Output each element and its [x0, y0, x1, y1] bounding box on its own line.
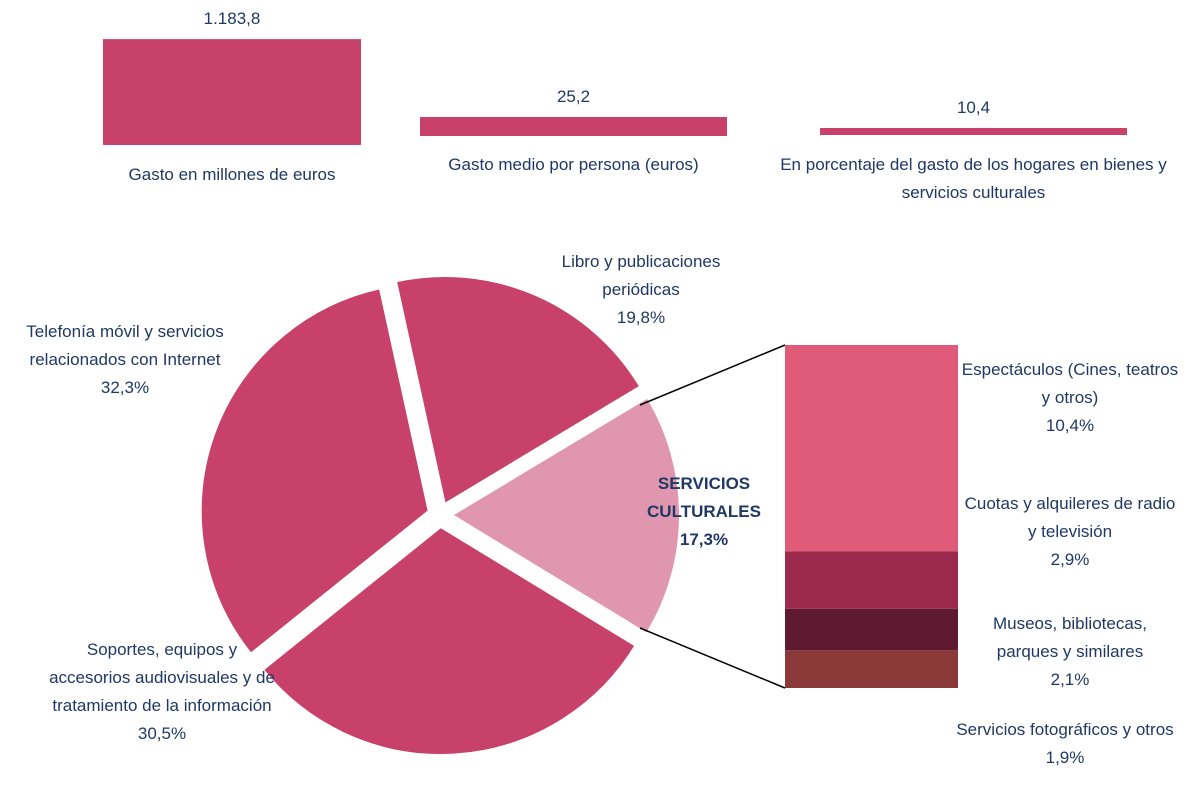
- pie-slice: [199, 287, 430, 656]
- connector-line: [639, 627, 786, 689]
- bar-category-label-text: En porcentaje del gasto de los hogares e…: [780, 155, 1167, 202]
- bar-value-label: 25,2: [474, 83, 674, 111]
- segment-label-text: 1,9%: [1045, 748, 1085, 767]
- pie-label: Telefonía móvil y servicios relacionados…: [0, 318, 255, 402]
- bar-category-label: Gasto en millones de euros: [72, 161, 392, 189]
- pie-label: SERVICIOS CULTURALES 17,3%: [634, 470, 774, 554]
- pie-label-text: 32,3%: [100, 378, 150, 397]
- segment-label-text: Espectáculos (Cines, teatros y otros): [961, 360, 1179, 407]
- bar-category-label: Gasto medio por persona (euros): [394, 151, 754, 179]
- bar: [820, 127, 1127, 135]
- pie-slice: [394, 274, 642, 506]
- pie-label-text: 19,8%: [616, 308, 666, 327]
- bar-value-label-text: 10,4: [956, 97, 991, 117]
- segment-label-text: 2,1%: [1050, 670, 1090, 689]
- segment-label-text: Cuotas y alquileres de radio y televisió…: [964, 494, 1176, 541]
- segment-label-text: Servicios fotográficos y otros: [956, 720, 1174, 739]
- segment-label: Museos, bibliotecas, parques y similares…: [960, 610, 1180, 694]
- segment-label-text: Museos, bibliotecas, parques y similares: [992, 614, 1148, 661]
- segment-label: Servicios fotográficos y otros 1,9%: [950, 716, 1180, 772]
- bar-value-label: 10,4: [874, 94, 1074, 122]
- stack-segment: [785, 551, 958, 609]
- stack-segment: [785, 608, 958, 651]
- bar-value-label-text: 1.183,8: [203, 9, 261, 29]
- bar: [420, 117, 727, 136]
- stack-segment: [785, 345, 958, 552]
- segment-label-text: 10,4%: [1045, 416, 1095, 435]
- stack-segment: [785, 650, 958, 688]
- bar-value-label: 1.183,8: [132, 5, 332, 33]
- segment-label: Espectáculos (Cines, teatros y otros) 10,…: [960, 356, 1180, 440]
- pie-label: Soportes, equipos y accesorios audiovisu…: [47, 636, 277, 748]
- bar-category-label-text: Gasto en millones de euros: [128, 165, 336, 184]
- pie-label-text: Telefonía móvil y servicios relacionados…: [26, 322, 224, 369]
- pie-slice: [450, 396, 681, 636]
- pie-label-text: 17,3%: [679, 530, 729, 549]
- segment-label: Cuotas y alquileres de radio y televisió…: [960, 490, 1180, 574]
- bar-category-label-text: Gasto medio por persona (euros): [448, 155, 699, 174]
- bar: [103, 39, 361, 145]
- bar-category-label: En porcentaje del gasto de los hogares e…: [764, 151, 1184, 207]
- pie-slice: [261, 525, 637, 756]
- pie-label-text: SERVICIOS CULTURALES: [647, 474, 761, 521]
- connector-line: [639, 344, 786, 406]
- segment-label-text: 2,9%: [1050, 550, 1090, 569]
- bar-value-label-text: 25,2: [556, 87, 591, 106]
- pie-label-text: Libro y publicaciones periódicas: [561, 252, 721, 299]
- pie-label-text: Soportes, equipos y accesorios audiovisu…: [49, 640, 275, 715]
- pie-label: Libro y publicaciones periódicas 19,8%: [521, 248, 761, 332]
- pie-label-text: 30,5%: [137, 724, 187, 743]
